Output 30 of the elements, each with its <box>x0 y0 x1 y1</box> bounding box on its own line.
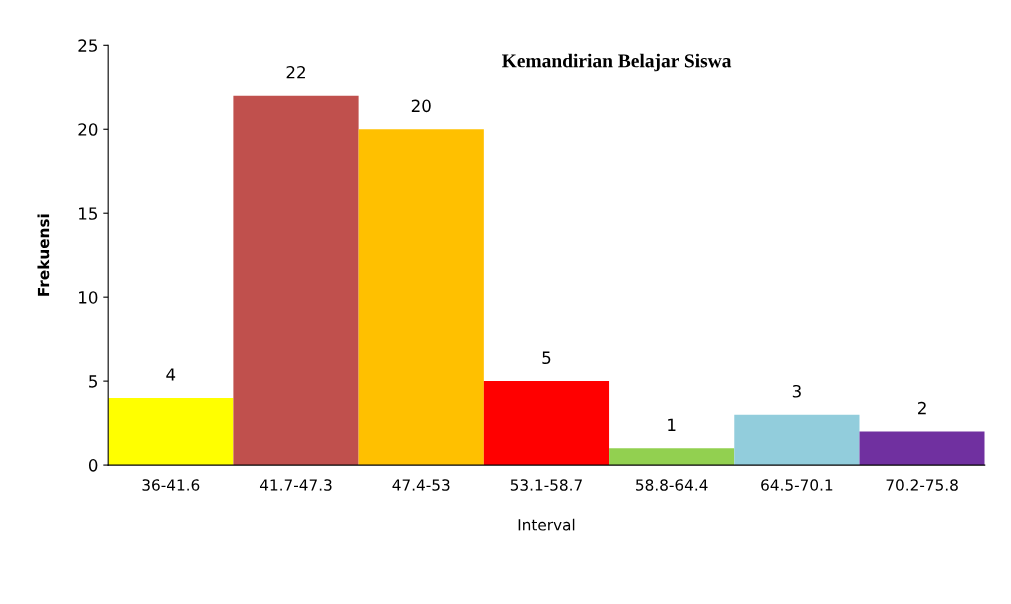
bar <box>483 381 610 466</box>
x-tick-label: 36-41.6 <box>142 479 200 491</box>
data-label: 2 <box>918 401 926 415</box>
data-label: 4 <box>166 368 176 381</box>
x-tick-label: 58.8-64.4 <box>636 479 708 491</box>
x-tick-label: 70.2-75.8 <box>886 479 958 491</box>
y-tick-label: 0 <box>88 459 98 472</box>
bar <box>233 95 359 466</box>
chart-title: Kemandirian Belajar Siswa <box>502 53 732 72</box>
data-label: 22 <box>286 65 305 79</box>
x-axis-title: Interval <box>518 518 575 531</box>
x-tick-label: 64.5-70.1 <box>761 479 833 491</box>
x-tick-label: 41.7-47.3 <box>259 479 332 491</box>
data-label: 1 <box>668 418 676 431</box>
bar <box>859 431 985 466</box>
x-tick-label: 47.4-53 <box>392 479 450 491</box>
bar <box>609 448 735 466</box>
y-tick-label: 5 <box>89 375 97 388</box>
x-tick-label: 53.1-58.7 <box>510 479 582 491</box>
bar <box>108 397 234 466</box>
bar <box>734 414 860 466</box>
data-label: 20 <box>411 99 431 113</box>
bar <box>358 129 484 466</box>
y-tick-label: 15 <box>79 207 97 220</box>
y-tick-label: 25 <box>78 39 97 52</box>
data-label: 5 <box>542 351 551 365</box>
y-axis-title: Frekuensi <box>37 214 50 296</box>
y-tick-label: 10 <box>79 291 98 304</box>
y-tick-label: 20 <box>78 123 98 136</box>
data-label: 3 <box>792 384 801 398</box>
